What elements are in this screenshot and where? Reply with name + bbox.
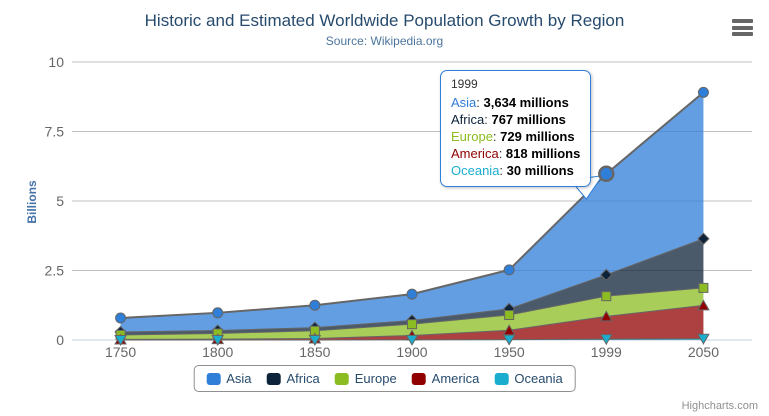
tooltip-series-label: Africa [451,112,485,127]
chart-subtitle: Source: Wikipedia.org [325,34,444,48]
x-axis-tick-label: 1900 [396,344,427,360]
point-marker-circle[interactable] [212,307,224,319]
tooltip-series-value: 818 millions [505,146,581,161]
y-axis-title: Billions [25,180,39,224]
credits-link[interactable]: Highcharts.com [681,400,758,412]
tooltip-series-label: Asia [451,95,477,110]
point-marker-circle[interactable] [115,312,127,324]
legend-item-europe[interactable]: Europe [334,371,397,386]
tooltip-series-label: Europe [451,129,493,144]
point-marker-triangle-down[interactable] [308,334,322,346]
y-axis-tick-label: 10 [48,54,64,70]
y-axis-tick-label: 5 [56,193,64,209]
legend-swatch-icon [494,372,509,385]
point-marker-square[interactable] [504,310,515,321]
hamburger-icon [732,25,753,30]
point-marker-triangle-down[interactable] [114,334,127,346]
y-axis-tick-label: 0 [56,332,64,348]
legend-swatch-icon [266,372,281,385]
legend-label: Africa [286,371,320,386]
point-marker-triangle-down[interactable] [502,334,516,346]
tooltip-row-europe: Europe: 729 millions [451,129,575,144]
point-marker-circle[interactable] [406,288,418,300]
tooltip-row-africa: Africa: 767 millions [451,112,566,127]
chart-title: Historic and Estimated Worldwide Populat… [144,11,625,30]
legend-swatch-icon [206,372,221,385]
point-marker-circle[interactable] [598,165,615,183]
point-marker-square[interactable] [407,319,417,330]
tooltip-series-value: 729 millions [500,129,575,144]
tooltip-series-value: 767 millions [491,112,566,127]
point-marker-triangle-down[interactable] [697,333,710,345]
legend-item-africa[interactable]: Africa [266,371,320,386]
legend-item-oceania[interactable]: Oceania [494,371,563,386]
x-axis-tick-label: 2050 [688,344,719,360]
point-marker-circle[interactable] [697,86,709,98]
point-marker-diamond[interactable] [697,232,710,245]
legend-item-asia[interactable]: Asia [206,371,252,386]
tooltip-series-value: 3,634 millions [483,95,569,110]
legend-swatch-icon [411,372,426,385]
tooltip-header: 1999 [451,77,478,91]
x-axis-tick-label: 1750 [105,344,136,360]
x-axis-tick-label: 1950 [494,344,525,360]
point-marker-circle[interactable] [503,264,515,276]
point-marker-triangle[interactable] [599,310,613,322]
legend: Asia Africa Europe America Oceania [193,365,576,392]
legend-label: Asia [226,371,252,386]
tooltip-row-oceania: Oceania: 30 millions [451,163,574,178]
legend-item-america[interactable]: America [411,371,480,386]
legend-label: Oceania [514,371,563,386]
point-marker-square[interactable] [698,282,709,293]
x-axis-tick-label: 1800 [202,344,233,360]
x-axis-tick-label: 1850 [299,344,330,360]
point-marker-diamond[interactable] [600,268,613,282]
legend-swatch-icon [334,372,349,385]
area-asia[interactable] [120,92,704,332]
tooltip-row-asia: Asia: 3,634 millions [451,95,569,110]
point-marker-square[interactable] [601,291,612,302]
tooltip: 1999 Asia: 3,634 millions Africa: 767 mil… [440,70,592,187]
point-marker-triangle-down[interactable] [405,334,419,346]
export-menu-button[interactable] [732,19,753,36]
y-axis-tick-label: 7.5 [45,124,65,140]
point-marker-triangle-down[interactable] [211,334,225,346]
point-marker-circle[interactable] [309,299,321,311]
tooltip-series-label: America [451,146,499,161]
tooltip-series-value: 30 millions [506,163,574,178]
legend-label: Europe [354,371,397,386]
legend-label: America [431,371,480,386]
point-marker-triangle[interactable] [697,299,710,311]
y-axis-tick-label: 2.5 [45,263,65,279]
x-axis-tick-label: 1999 [591,344,622,360]
tooltip-row-america: America: 818 millions [451,146,581,161]
hamburger-icon [732,32,753,36]
hamburger-icon [732,19,753,23]
area-america[interactable] [120,305,704,340]
tooltip-series-label: Oceania [451,163,500,178]
area-africa[interactable] [120,238,704,335]
point-marker-triangle-down[interactable] [599,334,613,346]
